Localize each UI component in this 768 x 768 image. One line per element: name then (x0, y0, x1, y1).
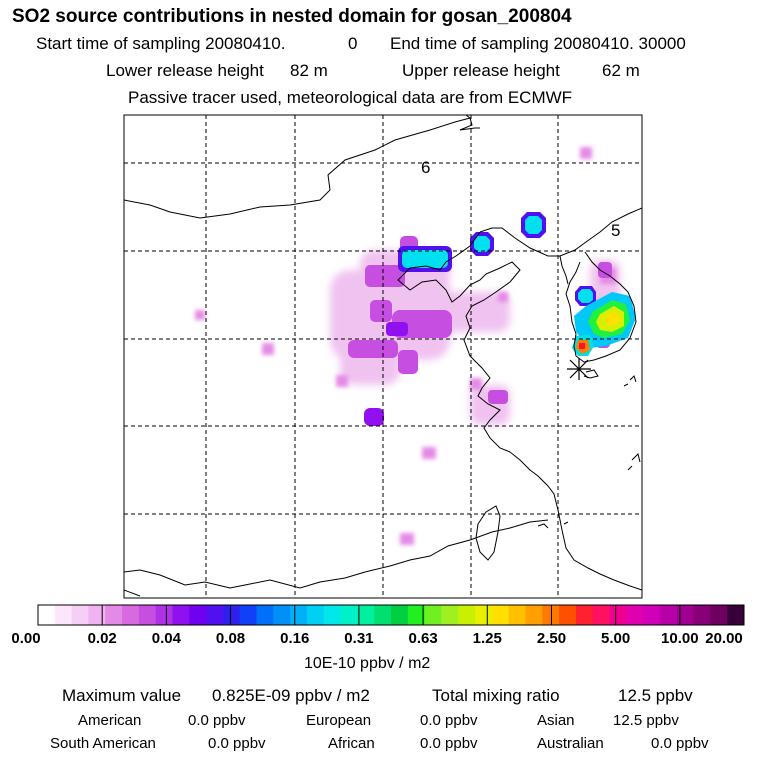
colorbar-swatch (458, 605, 476, 625)
colorbar-label: 1.25 (472, 630, 502, 647)
colorbar-swatch (340, 605, 358, 625)
region-name-european: European (306, 712, 372, 729)
region-label-6: 6 (421, 158, 430, 177)
colorbar-swatch (38, 605, 56, 625)
max-value-label: Maximum value (62, 686, 182, 705)
colorbar-swatch (357, 605, 375, 625)
region-value-australian: 0.0 ppbv (651, 735, 709, 752)
colorbar-label: 20.00 (705, 630, 743, 647)
colorbar-swatch (222, 605, 241, 625)
colorbar-swatch (273, 605, 291, 625)
colorbar-swatch (189, 605, 207, 625)
colorbar-label: 0.00 (11, 630, 41, 647)
colorbar-units: 10E-10 ppbv / m2 (304, 655, 431, 672)
region-value-american: 0.0 ppbv (188, 712, 246, 729)
end-time-label: End time of sampling 20080410. 30000 (390, 34, 686, 53)
region-name-south-american: South American (50, 735, 156, 752)
colorbar-label: 0.02 (87, 630, 117, 647)
colorbar-swatch (206, 605, 224, 625)
colorbar-swatch (391, 605, 409, 625)
region-name-australian: Australian (537, 735, 604, 752)
colorbar-swatch (508, 605, 526, 625)
region-name-african: African (328, 735, 375, 752)
colorbar-swatch (323, 605, 341, 625)
region-value-european: 0.0 ppbv (420, 712, 478, 729)
colorbar-label: 0.16 (280, 630, 310, 647)
region-label-5: 5 (611, 221, 620, 240)
colorbar-swatch (609, 605, 627, 625)
colorbar-label: 2.50 (536, 630, 567, 647)
plume-strong (364, 322, 408, 426)
colorbar-swatch (676, 605, 694, 625)
colorbar-swatch (491, 605, 510, 625)
region-value-asian: 12.5 ppbv (613, 712, 679, 729)
colorbar-label: 0.31 (344, 630, 374, 647)
colorbar-swatch (542, 605, 560, 625)
colorbar-swatch (306, 605, 325, 625)
colorbar-label: 10.00 (661, 630, 699, 647)
upper-height-value: 62 m (602, 61, 640, 80)
colorbar-swatch (374, 605, 392, 625)
colorbar-swatch (138, 605, 157, 625)
colorbar-swatch (122, 605, 140, 625)
graticule (124, 115, 642, 598)
colorbar-frame (37, 604, 745, 626)
colorbar (37, 604, 745, 626)
colorbar-swatch (441, 605, 459, 625)
colorbar-swatch (575, 605, 594, 625)
region-value-african: 0.0 ppbv (420, 735, 478, 752)
colorbar-swatch (643, 605, 661, 625)
colorbar-swatch (172, 605, 190, 625)
total-mixing-value: 12.5 ppbv (618, 686, 693, 705)
colorbar-swatch (88, 605, 106, 625)
colorbar-swatch (424, 605, 442, 625)
colorbar-label: 0.63 (408, 630, 438, 647)
map-title: SO2 source contributions in nested domai… (12, 6, 572, 27)
colorbar-swatch (626, 605, 644, 625)
colorbar-swatch (659, 605, 678, 625)
tracer-note: Passive tracer used, meteorological data… (128, 88, 573, 107)
colorbar-swatch (71, 605, 89, 625)
colorbar-swatch (256, 605, 274, 625)
colorbar-swatch (239, 605, 257, 625)
colorbar-swatch (710, 605, 728, 625)
colorbar-swatch (155, 605, 173, 625)
asterisk-icon (567, 358, 591, 380)
upper-height-label: Upper release height (402, 61, 560, 80)
colorbar-label: 5.00 (601, 630, 631, 647)
colorbar-swatch (693, 605, 711, 625)
colorbar-swatch (525, 605, 543, 625)
max-value: 0.825E-09 ppbv / m2 (212, 686, 370, 705)
colorbar-swatch (727, 605, 745, 625)
colorbar-label: 0.08 (215, 630, 246, 647)
total-mixing-label: Total mixing ratio (432, 686, 560, 705)
colorbar-swatch (407, 605, 426, 625)
plume-hotspots (398, 212, 636, 356)
start-time-label: Start time of sampling 20080410. (36, 34, 286, 53)
colorbar-swatch (475, 605, 493, 625)
colorbar-swatch (54, 605, 73, 625)
region-name-american: American (78, 712, 142, 729)
lower-height-label: Lower release height (106, 61, 264, 80)
colorbar-swatch (290, 605, 308, 625)
coastlines (124, 115, 642, 597)
start-time-value: 0 (348, 34, 358, 53)
region-value-south-american: 0.0 ppbv (208, 735, 266, 752)
region-name-asian: Asian (537, 712, 575, 729)
colorbar-swatch (592, 605, 610, 625)
colorbar-swatch (559, 605, 577, 625)
colorbar-label: 0.04 (151, 630, 181, 647)
colorbar-swatch (105, 605, 123, 625)
lower-height-value: 82 m (290, 61, 328, 80)
